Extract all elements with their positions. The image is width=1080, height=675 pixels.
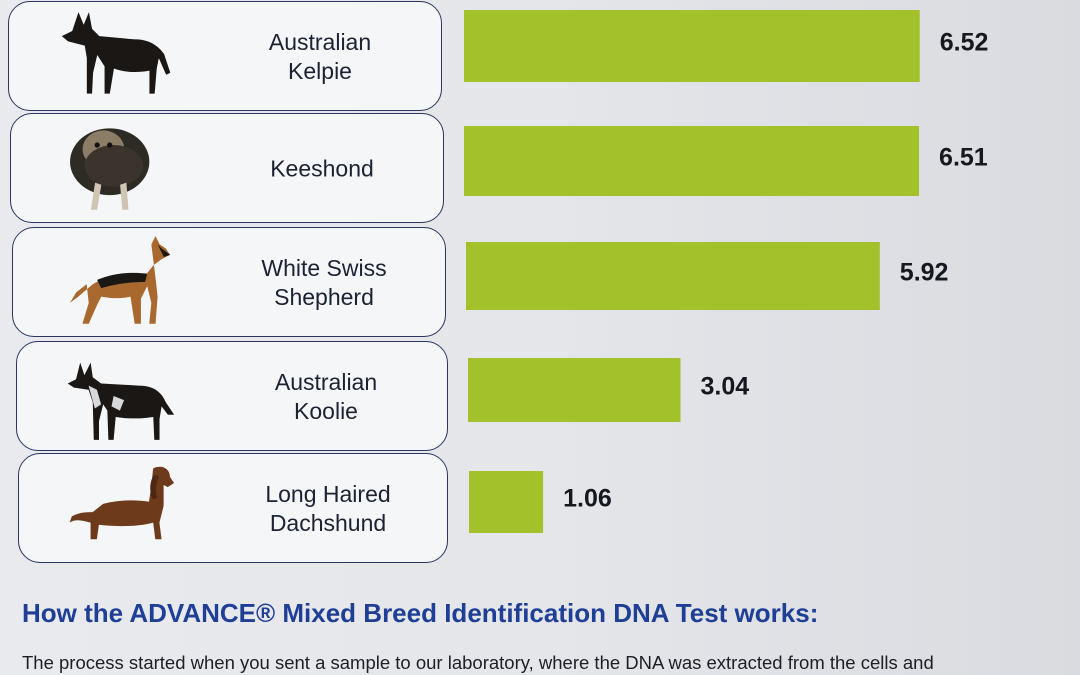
- breed-card: [16, 341, 448, 451]
- breed-card: [12, 227, 446, 337]
- kelpie-dog-icon: [61, 12, 171, 94]
- breed-label: Keeshond: [270, 155, 374, 182]
- breed-label: White Swiss Shepherd: [261, 255, 387, 310]
- bar-value-label: 6.52: [939, 28, 989, 57]
- bar: [469, 471, 544, 533]
- bar-value-label: 1.06: [563, 484, 612, 513]
- dachshund-dog-icon: [69, 466, 175, 540]
- section-heading: How the ADVANCE® Mixed Breed Identificat…: [22, 598, 819, 628]
- breed-bar-chart: [464, 10, 920, 533]
- breed-label: Australian Kelpie: [268, 29, 372, 84]
- section-body-text: The process started when you sent a samp…: [22, 652, 934, 673]
- bar: [464, 126, 919, 196]
- bar-value-label: 3.04: [700, 372, 750, 401]
- breed-label: Australian Koolie: [274, 369, 378, 424]
- breed-card: [18, 453, 448, 563]
- bar-value-label: 6.51: [939, 143, 988, 172]
- breed-label: Long Haired Dachshund: [265, 481, 391, 536]
- bar: [468, 358, 681, 422]
- white-swiss-shepherd-dog-icon: [69, 236, 171, 324]
- koolie-dog-icon: [67, 362, 175, 440]
- bar: [464, 10, 920, 82]
- keeshond-dog-icon: [70, 128, 150, 210]
- bar-value-label: 5.92: [899, 258, 949, 287]
- bar: [466, 242, 880, 310]
